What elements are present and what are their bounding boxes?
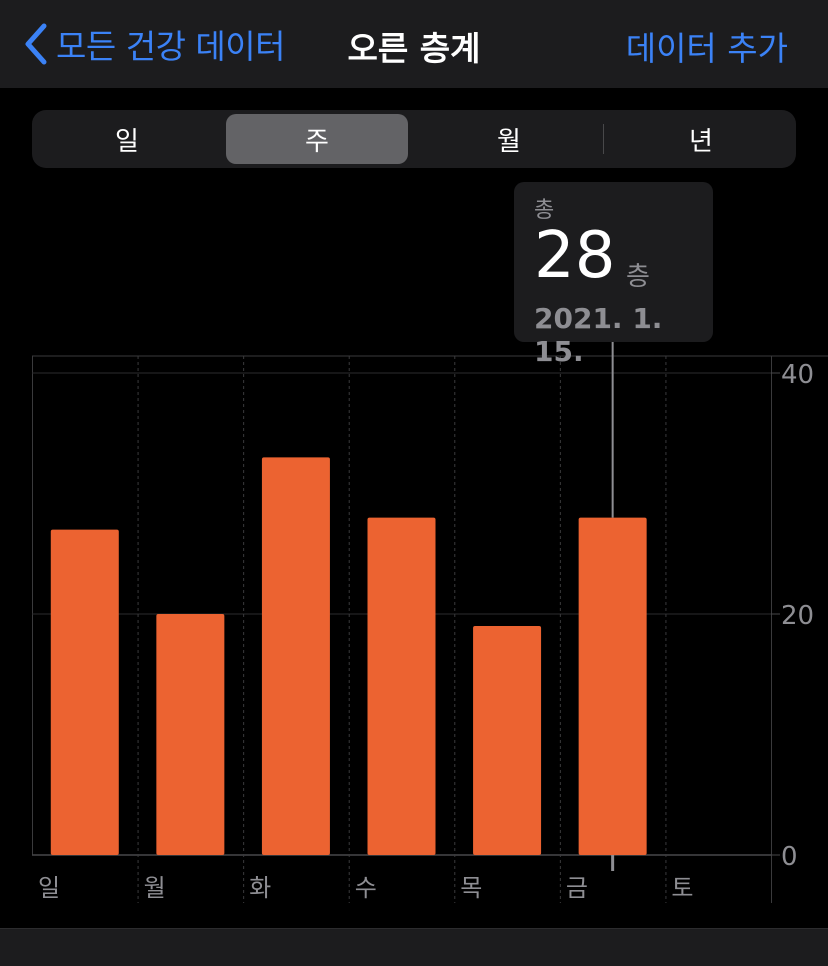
bar-3 bbox=[261, 457, 330, 855]
x-tick-label: 목 bbox=[460, 874, 482, 902]
navigation-bar: 모든 건강 데이터 오른 층계 데이터 추가 bbox=[0, 0, 828, 88]
segment-day[interactable]: 일 bbox=[115, 126, 139, 157]
bar-1 bbox=[50, 529, 119, 855]
x-tick-label: 수 bbox=[355, 874, 377, 902]
callout-unit: 층 bbox=[626, 262, 650, 292]
x-tick-label: 토 bbox=[671, 874, 693, 902]
segment-week[interactable]: 주 bbox=[226, 114, 408, 164]
chevron-left-icon bbox=[22, 22, 48, 66]
segment-month[interactable]: 월 bbox=[497, 126, 521, 157]
segment-divider bbox=[603, 124, 604, 154]
segment-year[interactable]: 년 bbox=[689, 126, 713, 157]
x-tick-label: 월 bbox=[144, 874, 166, 902]
y-tick-label: 40 bbox=[781, 360, 814, 390]
bottom-bar bbox=[0, 928, 828, 966]
bar-2 bbox=[156, 614, 225, 855]
value-callout: 총 28 층 2021. 1. 15. bbox=[514, 182, 713, 368]
add-data-button[interactable]: 데이터 추가 bbox=[625, 29, 788, 68]
x-tick-label: 일 bbox=[38, 874, 60, 902]
bar-6 bbox=[578, 517, 647, 855]
y-tick-label: 0 bbox=[781, 842, 798, 872]
callout-date: 2021. 1. 15. bbox=[534, 302, 663, 368]
y-tick-label: 20 bbox=[781, 601, 814, 631]
back-label: 모든 건강 데이터 bbox=[56, 27, 286, 66]
callout-value: 28 bbox=[534, 219, 616, 293]
callout-label: 총 bbox=[534, 198, 555, 223]
x-tick-label: 화 bbox=[249, 874, 271, 902]
x-tick-label: 금 bbox=[566, 874, 588, 902]
back-button[interactable]: 모든 건강 데이터 bbox=[22, 20, 286, 68]
bar-5 bbox=[473, 626, 542, 855]
bar-4 bbox=[367, 517, 436, 855]
period-segmented-control: 일 주 월 년 bbox=[32, 110, 796, 168]
